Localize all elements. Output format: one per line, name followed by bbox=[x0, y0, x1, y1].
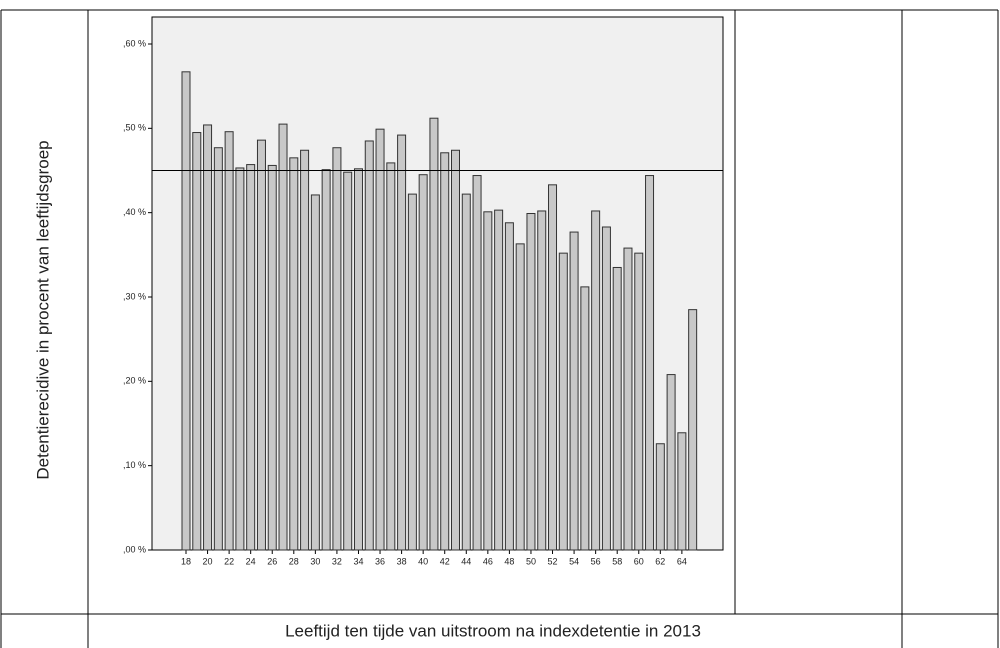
y-tick-label: ,60 % bbox=[123, 38, 146, 48]
x-tick-label: 36 bbox=[375, 556, 385, 566]
bar bbox=[537, 210, 547, 551]
bar bbox=[203, 124, 213, 551]
bar bbox=[504, 222, 514, 551]
bar bbox=[256, 139, 266, 551]
x-tick-label: 44 bbox=[461, 556, 471, 566]
x-tick-label: 56 bbox=[591, 556, 601, 566]
x-tick-label: 58 bbox=[612, 556, 622, 566]
bar bbox=[645, 175, 655, 551]
x-tick-label: 18 bbox=[181, 556, 191, 566]
x-tick-label: 20 bbox=[203, 556, 213, 566]
bar bbox=[558, 252, 568, 551]
bar bbox=[224, 131, 234, 551]
bar bbox=[192, 132, 202, 551]
x-tick-label: 40 bbox=[418, 556, 428, 566]
bar bbox=[407, 193, 417, 551]
bar bbox=[343, 171, 353, 551]
bar bbox=[666, 374, 676, 551]
bar bbox=[591, 210, 601, 551]
bar bbox=[601, 226, 611, 551]
bar bbox=[461, 193, 471, 551]
x-tick-label: 64 bbox=[677, 556, 687, 566]
y-tick-label: ,00 % bbox=[123, 544, 146, 554]
bar bbox=[235, 167, 245, 551]
x-tick-label: 42 bbox=[440, 556, 450, 566]
x-tick-label: 54 bbox=[569, 556, 579, 566]
y-tick-label: ,50 % bbox=[123, 123, 146, 133]
bar bbox=[612, 266, 622, 551]
bar bbox=[634, 252, 644, 551]
bar bbox=[569, 231, 579, 551]
y-tick-label: ,10 % bbox=[123, 460, 146, 470]
x-tick-label: 48 bbox=[504, 556, 514, 566]
bar bbox=[375, 128, 385, 551]
bar bbox=[451, 149, 460, 551]
bar bbox=[332, 147, 342, 551]
x-tick-label: 24 bbox=[246, 556, 256, 566]
bar bbox=[300, 149, 310, 551]
bar bbox=[181, 71, 191, 551]
bar bbox=[526, 213, 536, 551]
bar bbox=[494, 209, 504, 551]
bar bbox=[289, 157, 299, 551]
bar bbox=[246, 164, 256, 551]
bar bbox=[310, 194, 320, 551]
bar bbox=[213, 147, 223, 551]
bar bbox=[267, 164, 277, 551]
bar bbox=[418, 174, 428, 551]
table-borders bbox=[0, 9, 999, 648]
bar bbox=[623, 247, 633, 551]
bar bbox=[397, 134, 407, 551]
x-tick-label: 34 bbox=[353, 556, 363, 566]
x-tick-label: 22 bbox=[224, 556, 234, 566]
x-tick-label: 28 bbox=[289, 556, 299, 566]
bar bbox=[429, 117, 439, 551]
bar bbox=[655, 443, 665, 551]
bar bbox=[364, 140, 374, 551]
bar bbox=[321, 169, 331, 551]
bar bbox=[353, 168, 363, 551]
x-tick-label: 32 bbox=[332, 556, 342, 566]
x-tick-label: 26 bbox=[267, 556, 277, 566]
y-axis-label: Detentierecidive in procent van leeftijd… bbox=[33, 140, 52, 479]
x-tick-label: 30 bbox=[310, 556, 320, 566]
bar bbox=[515, 243, 525, 551]
x-tick-label: 52 bbox=[548, 556, 558, 566]
bar bbox=[472, 175, 482, 551]
bar bbox=[386, 162, 396, 551]
bar bbox=[278, 123, 288, 551]
x-tick-label: 60 bbox=[634, 556, 644, 566]
bar bbox=[677, 432, 687, 551]
bar bbox=[548, 184, 558, 551]
y-tick-label: ,40 % bbox=[123, 207, 146, 217]
x-tick-label: 62 bbox=[655, 556, 665, 566]
bar bbox=[688, 309, 698, 551]
y-tick-label: ,30 % bbox=[123, 291, 146, 301]
bar bbox=[440, 152, 450, 551]
x-tick-label: 46 bbox=[483, 556, 493, 566]
x-tick-label: 38 bbox=[397, 556, 407, 566]
y-tick-label: ,20 % bbox=[123, 376, 146, 386]
x-tick-label: 50 bbox=[526, 556, 536, 566]
bar bbox=[580, 286, 590, 551]
bar bbox=[483, 211, 493, 551]
x-axis-label: Leeftijd ten tijde van uitstroom na inde… bbox=[285, 621, 701, 640]
